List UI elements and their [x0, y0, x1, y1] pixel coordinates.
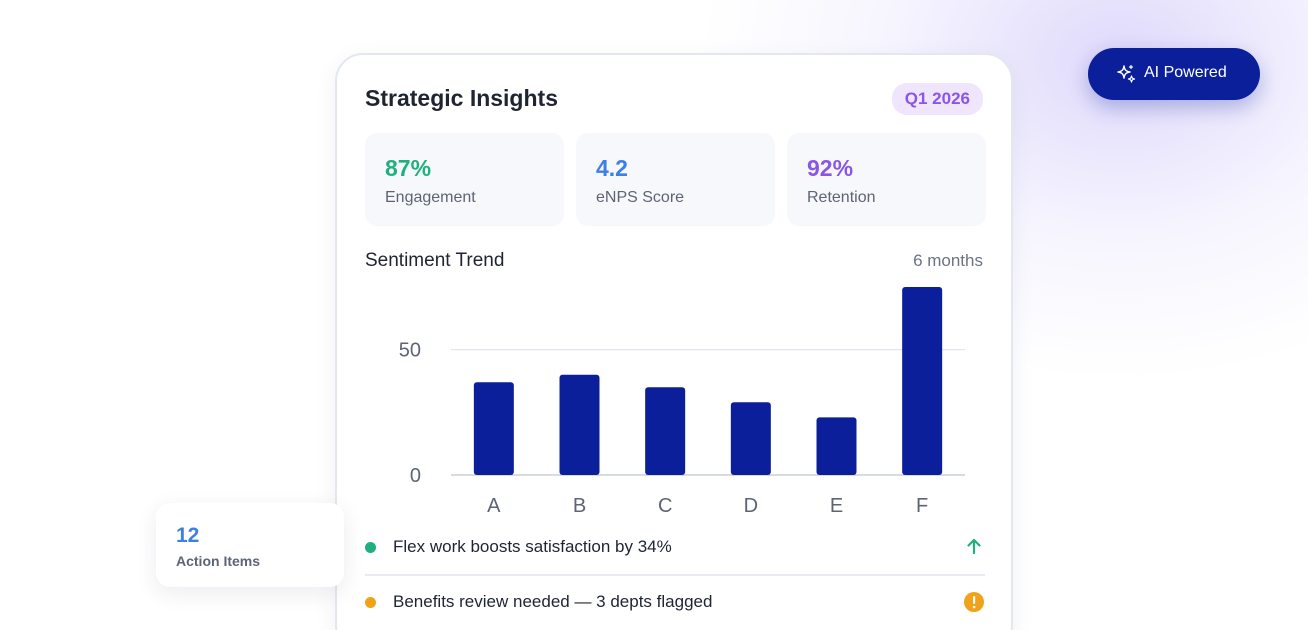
- bar-A[interactable]: [473, 382, 514, 475]
- stat-enps: 4.2 eNPS Score: [576, 133, 775, 226]
- ai-powered-label: AI Powered: [1144, 64, 1227, 81]
- insight-item[interactable]: Benefits review needed — 3 depts flagged: [365, 588, 985, 618]
- y-tick-label: 50: [399, 340, 421, 362]
- sparkle-icon: [1117, 64, 1136, 83]
- action-items-label: Action Items: [176, 553, 261, 569]
- stat-value: 87%: [385, 155, 432, 181]
- status-dot: [365, 542, 376, 553]
- insight-item[interactable]: Flex work boosts satisfaction by 34%: [365, 533, 985, 563]
- x-tick-label: C: [658, 495, 672, 517]
- stat-retention: 92% Retention: [787, 133, 986, 226]
- divider: [365, 574, 985, 576]
- stat-value: 92%: [807, 155, 854, 181]
- x-tick-label: F: [916, 495, 928, 517]
- bar-C[interactable]: [645, 387, 686, 475]
- trend-range: 6 months: [913, 251, 983, 270]
- warning-icon: [964, 592, 984, 612]
- stat-value: 4.2: [596, 155, 628, 181]
- ai-powered-badge[interactable]: AI Powered: [1088, 48, 1260, 100]
- stat-label: eNPS Score: [596, 189, 685, 206]
- x-tick-label: B: [573, 495, 586, 517]
- x-tick-label: A: [487, 495, 501, 517]
- arrow-up-icon: [967, 538, 981, 555]
- stat-label: Engagement: [385, 189, 476, 206]
- bar-E[interactable]: [816, 417, 857, 475]
- sentiment-bar-chart: 0 50 A B C D E F: [399, 287, 965, 517]
- stat-label: Retention: [807, 189, 876, 206]
- card-title: Strategic Insights: [365, 85, 558, 111]
- bar-D[interactable]: [730, 402, 771, 475]
- stat-engagement: 87% Engagement: [365, 133, 564, 226]
- bar-B[interactable]: [559, 374, 600, 475]
- insight-text: Flex work boosts satisfaction by 34%: [393, 537, 672, 556]
- y-tick-label: 0: [410, 465, 421, 487]
- bar-F[interactable]: [902, 287, 943, 475]
- action-items-count: 12: [176, 524, 200, 547]
- action-items-card[interactable]: 12 Action Items: [156, 503, 344, 587]
- trend-title: Sentiment Trend: [365, 250, 505, 271]
- insight-text: Benefits review needed — 3 depts flagged: [393, 592, 713, 611]
- status-dot: [365, 597, 376, 608]
- insights-card: Strategic Insights Q1 2026 87% Engagemen…: [335, 53, 1013, 630]
- x-tick-label: E: [830, 495, 843, 517]
- x-tick-label: D: [744, 495, 758, 517]
- period-badge: Q1 2026: [891, 83, 983, 115]
